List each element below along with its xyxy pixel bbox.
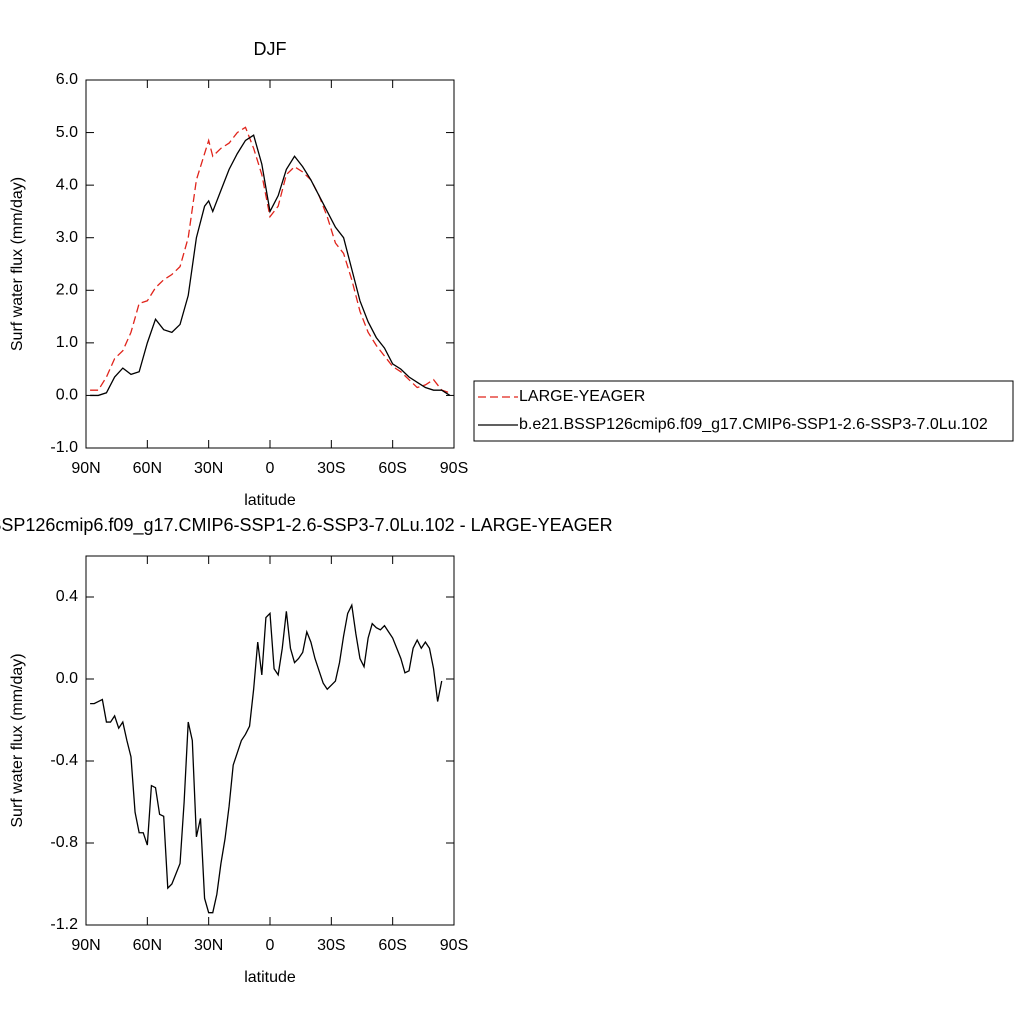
y-tick-label: -0.4	[50, 752, 78, 769]
x-tick-label: 30N	[194, 937, 223, 954]
y-tick-label: 1.0	[56, 334, 78, 351]
y-axis-label: Surf water flux (mm/day)	[9, 653, 26, 827]
y-axis-label: Surf water flux (mm/day)	[9, 177, 26, 351]
data-line	[90, 134, 451, 397]
y-tick-label: 0.4	[56, 588, 78, 605]
y-tick-label: 6.0	[56, 71, 78, 88]
data-line	[90, 603, 443, 914]
x-tick-label: 90N	[71, 937, 100, 954]
x-tick-label: 90S	[440, 937, 468, 954]
plot-frame	[85, 555, 455, 926]
x-axis-label: latitude	[244, 492, 296, 509]
y-tick-label: 0.0	[56, 670, 78, 687]
y-tick-label: -1.2	[50, 916, 78, 933]
data-line	[90, 126, 451, 394]
y-tick-label: -1.0	[50, 439, 78, 456]
legend-box	[473, 380, 1014, 442]
y-tick-label: 0.0	[56, 387, 78, 404]
chart-title: b.e21.BSSP126cmip6.f09_g17.CMIP6-SSP1-2.…	[0, 515, 613, 536]
x-tick-label: 0	[266, 460, 275, 477]
y-tick-label: 2.0	[56, 282, 78, 299]
y-tick-label: -0.8	[50, 834, 78, 851]
x-tick-label: 60S	[378, 460, 406, 477]
x-tick-label: 90S	[440, 460, 468, 477]
x-tick-label: 60S	[378, 937, 406, 954]
x-tick-label: 30S	[317, 460, 345, 477]
x-tick-label: 60N	[133, 460, 162, 477]
plot-frame	[85, 79, 455, 449]
chart-title: DJF	[254, 39, 287, 59]
x-tick-label: 30N	[194, 460, 223, 477]
y-tick-label: 3.0	[56, 229, 78, 246]
x-tick-label: 60N	[133, 937, 162, 954]
y-tick-label: 5.0	[56, 124, 78, 141]
y-tick-label: 4.0	[56, 176, 78, 193]
x-tick-label: 90N	[71, 460, 100, 477]
legend-label: LARGE-YEAGER	[519, 388, 645, 405]
x-axis-label: latitude	[244, 969, 296, 986]
x-tick-label: 0	[266, 937, 275, 954]
legend-label: b.e21.BSSP126cmip6.f09_g17.CMIP6-SSP1-2.…	[519, 416, 988, 433]
x-tick-label: 30S	[317, 937, 345, 954]
